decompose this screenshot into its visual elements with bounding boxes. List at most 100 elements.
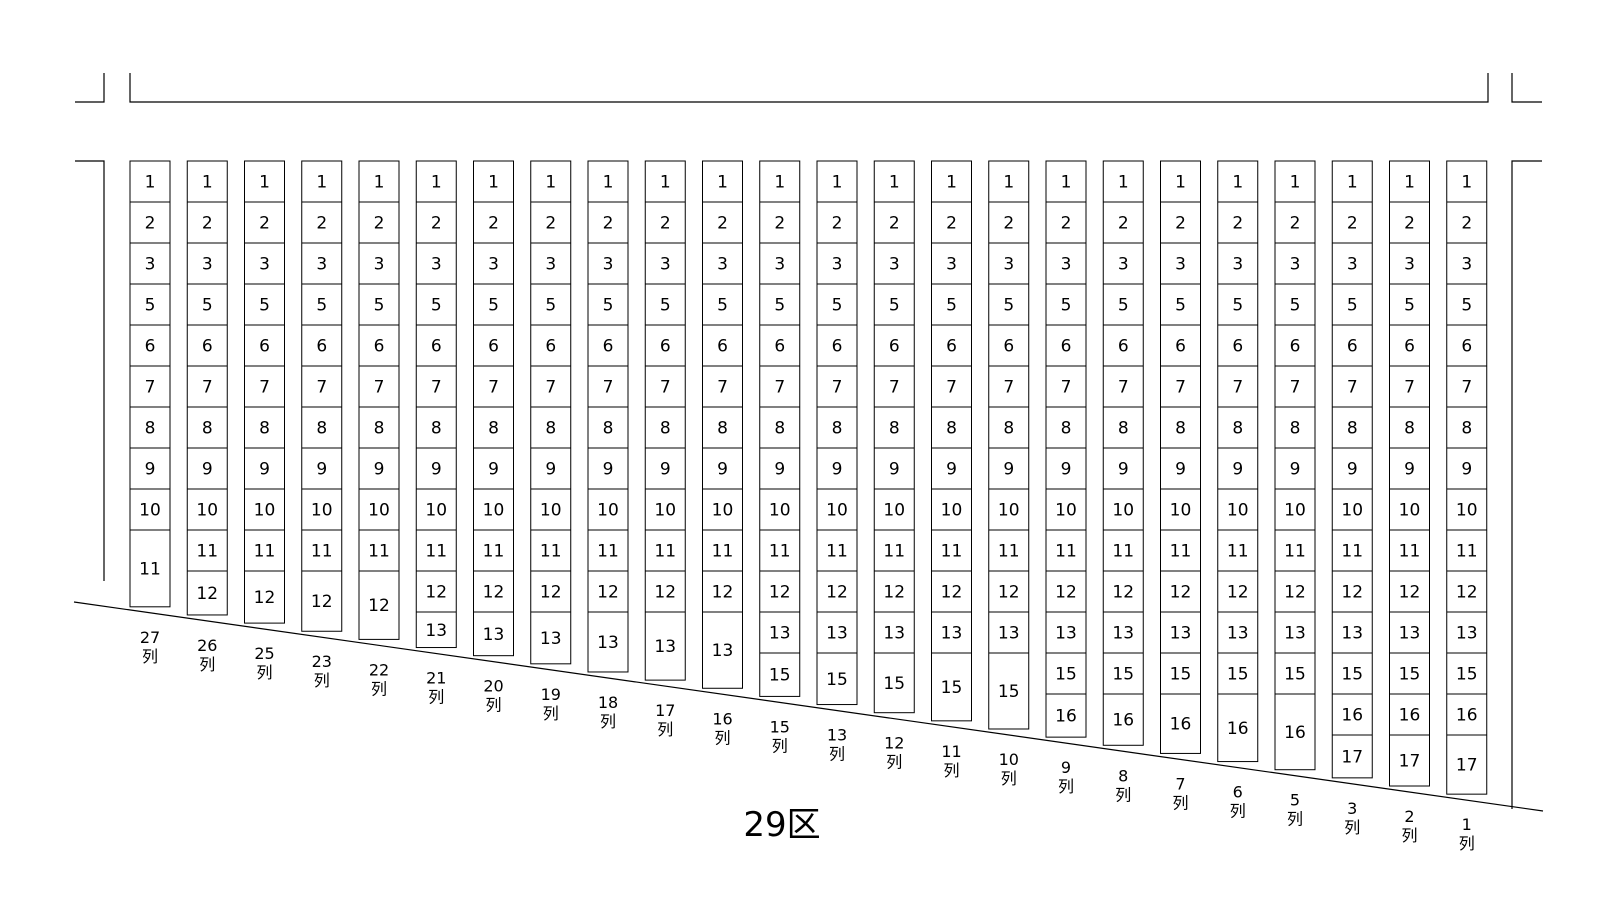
plot-number: 9 — [1061, 460, 1072, 480]
plot-number: 9 — [1003, 460, 1014, 480]
column-number-label: 11 — [941, 742, 961, 761]
plot-number: 11 — [311, 542, 333, 562]
plot-number: 13 — [1399, 624, 1421, 644]
column-frame — [587, 160, 629, 673]
plot-number: 8 — [603, 419, 614, 439]
column-number-label: 7 — [1175, 774, 1185, 793]
plot-number: 8 — [545, 419, 556, 439]
plot-number: 3 — [1290, 255, 1301, 275]
boundary-lines — [73, 73, 1544, 812]
plot-number: 10 — [1227, 501, 1249, 521]
plot-number: 13 — [597, 633, 619, 653]
plot-number: 6 — [259, 337, 270, 357]
plot-number: 2 — [1118, 214, 1129, 234]
plot-number: 13 — [1112, 624, 1134, 644]
plot-number: 9 — [316, 460, 327, 480]
column-frame — [988, 160, 1030, 730]
plot-number: 2 — [488, 214, 499, 234]
diagonal-boundary-line — [73, 601, 1544, 812]
plot-number: 15 — [1055, 665, 1077, 685]
column-number-label: 6 — [1233, 783, 1243, 802]
plot-number: 15 — [1227, 665, 1249, 685]
plot-number: 2 — [1232, 214, 1243, 234]
column-frame — [244, 160, 285, 624]
column-suffix-label: 列 — [485, 696, 501, 715]
plot-number: 10 — [139, 501, 161, 521]
plot-number: 6 — [660, 337, 671, 357]
column-number-label: 22 — [369, 660, 389, 679]
plot-number: 5 — [1003, 296, 1014, 316]
plot-number: 6 — [946, 337, 957, 357]
plot-number: 7 — [1175, 378, 1186, 398]
column-frame — [415, 160, 457, 649]
plot-number: 6 — [1347, 337, 1358, 357]
plot-number: 9 — [1347, 460, 1358, 480]
plot-number: 8 — [316, 419, 327, 439]
plot-number: 2 — [1175, 214, 1186, 234]
plot-number: 3 — [774, 255, 785, 275]
plot-number: 7 — [1290, 378, 1301, 398]
plot-number: 8 — [889, 419, 900, 439]
plot-number: 13 — [1341, 624, 1363, 644]
plot-number: 2 — [889, 214, 900, 234]
plot-number: 6 — [1003, 337, 1014, 357]
plot-number: 12 — [712, 583, 734, 603]
column-number-label: 13 — [827, 726, 847, 745]
plot-number: 10 — [311, 501, 333, 521]
plot-number: 17 — [1399, 752, 1421, 772]
top-left-corner-bracket — [75, 73, 105, 103]
plot-number: 11 — [196, 542, 218, 562]
plot-number: 1 — [1118, 173, 1129, 193]
plot-number: 9 — [259, 460, 270, 480]
column-number-label: 10 — [999, 750, 1019, 769]
plot-number: 5 — [259, 296, 270, 316]
plot-number: 12 — [769, 583, 791, 603]
plot-number: 10 — [1341, 501, 1363, 521]
plot-number: 13 — [941, 624, 963, 644]
column-suffix-label: 列 — [256, 663, 272, 682]
plot-number: 2 — [145, 214, 156, 234]
plot-number: 11 — [883, 542, 905, 562]
plot-number: 10 — [1456, 501, 1478, 521]
plot-number: 9 — [660, 460, 671, 480]
plot-number: 8 — [946, 419, 957, 439]
plot-number: 3 — [259, 255, 270, 275]
plot-number: 2 — [1290, 214, 1301, 234]
plot-number: 3 — [145, 255, 156, 275]
plot-number: 3 — [374, 255, 385, 275]
plot-number: 7 — [1404, 378, 1415, 398]
plot-number: 1 — [1461, 173, 1472, 193]
plot-number: 11 — [1341, 542, 1363, 562]
plot-number: 8 — [832, 419, 843, 439]
plot-number: 6 — [774, 337, 785, 357]
plot-number: 2 — [259, 214, 270, 234]
plot-number: 1 — [774, 173, 785, 193]
plot-number: 5 — [1118, 296, 1129, 316]
left-wall — [75, 160, 105, 581]
plot-number: 12 — [311, 592, 333, 612]
plot-number: 1 — [717, 173, 728, 193]
plot-number: 12 — [1055, 583, 1077, 603]
plot-number: 9 — [488, 460, 499, 480]
plot-number: 3 — [1461, 255, 1472, 275]
plot-number: 11 — [425, 542, 447, 562]
section-label: 29区 — [743, 805, 820, 845]
plot-number: 5 — [1404, 296, 1415, 316]
plot-number: 8 — [374, 419, 385, 439]
plot-number: 9 — [431, 460, 442, 480]
column-suffix-label: 列 — [428, 688, 444, 707]
plot-number: 2 — [774, 214, 785, 234]
plot-number: 3 — [431, 255, 442, 275]
plot-number: 6 — [603, 337, 614, 357]
column-number-label: 27 — [140, 628, 160, 647]
plot-number: 8 — [1290, 419, 1301, 439]
plot-number: 12 — [1112, 583, 1134, 603]
plot-number: 3 — [1118, 255, 1129, 275]
plot-number: 13 — [826, 624, 848, 644]
plot-number: 12 — [998, 583, 1020, 603]
